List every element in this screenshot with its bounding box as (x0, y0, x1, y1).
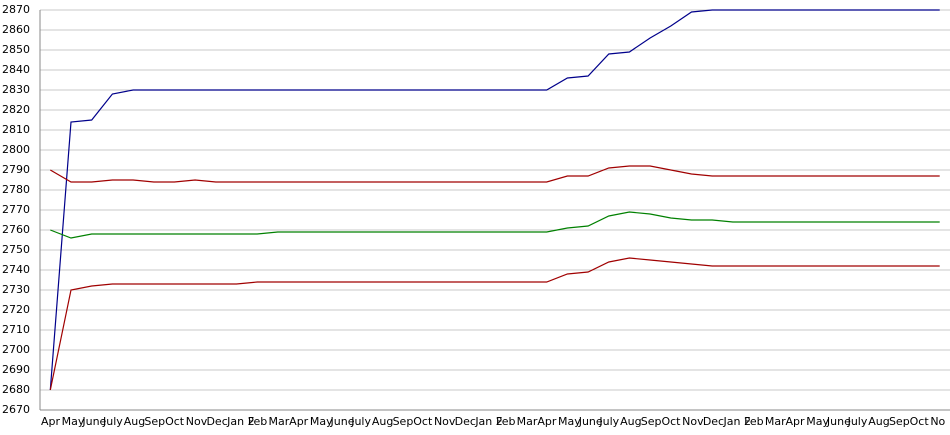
y-tick-label: 2730 (2, 283, 30, 296)
x-tick-label: Feb (744, 415, 763, 428)
x-tick-label: July (598, 415, 619, 428)
x-tick-label: Aug (620, 415, 641, 428)
x-tick-label: June (81, 415, 106, 428)
x-tick-label: Sep (641, 415, 662, 428)
x-tick-label: June (578, 415, 603, 428)
x-tick-label: Mar (765, 415, 786, 428)
x-tick-label: Sep (889, 415, 910, 428)
x-tick-label: Aug (372, 415, 393, 428)
y-tick-label: 2710 (2, 323, 30, 336)
x-tick-label: July (102, 415, 123, 428)
series-line (49, 257, 940, 391)
y-tick-label: 2820 (2, 103, 30, 116)
y-tick-label: 2830 (2, 83, 30, 96)
series-line (50, 211, 940, 239)
x-tick-label: Dec (703, 415, 724, 428)
y-tick-label: 2850 (2, 43, 30, 56)
x-tick-label: Mar (269, 415, 290, 428)
y-tick-label: 2750 (2, 243, 30, 256)
series-line (49, 165, 940, 183)
x-tick-label: May (310, 415, 333, 428)
x-tick-label: Apr (537, 415, 557, 428)
x-tick-label: Jan 2 (226, 415, 254, 428)
x-tick-label: Aug (868, 415, 889, 428)
x-tick-label: Dec (455, 415, 476, 428)
x-tick-label: Feb (496, 415, 515, 428)
y-tick-label: 2860 (2, 23, 30, 36)
x-tick-label: Feb (248, 415, 267, 428)
x-tick-label: Oct (910, 415, 930, 428)
x-tick-label: No (930, 415, 945, 428)
x-tick-label: May (558, 415, 581, 428)
y-tick-label: 2870 (2, 3, 30, 16)
y-tick-label: 2800 (2, 143, 30, 156)
x-tick-label: June (826, 415, 851, 428)
x-tick-label: Dec (206, 415, 227, 428)
x-tick-label: May (806, 415, 829, 428)
x-tick-label: Apr (41, 415, 61, 428)
y-tick-label: 2670 (2, 403, 30, 416)
y-tick-label: 2690 (2, 363, 30, 376)
x-tick-label: May (62, 415, 85, 428)
x-tick-label: Mar (517, 415, 538, 428)
y-tick-label: 2770 (2, 203, 30, 216)
y-tick-label: 2760 (2, 223, 30, 236)
x-tick-label: Oct (661, 415, 681, 428)
y-tick-label: 2810 (2, 123, 30, 136)
x-tick-label: Apr (786, 415, 806, 428)
x-tick-label: Jan 2 (474, 415, 502, 428)
x-tick-label: Sep (393, 415, 414, 428)
x-tick-label: Nov (434, 415, 456, 428)
x-tick-label: July (350, 415, 371, 428)
x-tick-label: Oct (165, 415, 185, 428)
x-tick-label: Jan 2 (723, 415, 751, 428)
x-tick-label: Oct (413, 415, 433, 428)
y-tick-label: 2720 (2, 303, 30, 316)
y-tick-label: 2680 (2, 383, 30, 396)
x-tick-label: Nov (682, 415, 704, 428)
y-tick-label: 2840 (2, 63, 30, 76)
y-tick-label: 2790 (2, 163, 30, 176)
y-tick-label: 2780 (2, 183, 30, 196)
x-tick-label: Aug (124, 415, 145, 428)
x-tick-label: Apr (289, 415, 309, 428)
y-tick-label: 2740 (2, 263, 30, 276)
x-tick-label: July (847, 415, 868, 428)
y-tick-label: 2700 (2, 343, 30, 356)
x-tick-label: June (330, 415, 355, 428)
x-tick-label: Sep (144, 415, 165, 428)
series-line (49, 9, 940, 391)
x-tick-label: Nov (186, 415, 208, 428)
